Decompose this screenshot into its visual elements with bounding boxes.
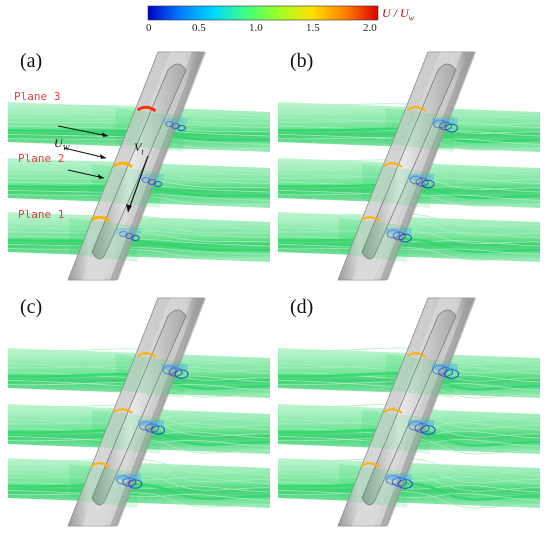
velocity-arrows [57, 125, 149, 213]
panel-label-d: (d) [290, 296, 314, 318]
plane-label-1: Plane 1 [18, 208, 65, 221]
train-slice-2 [362, 408, 436, 454]
wind-arrow-3 [67, 169, 105, 179]
wind-velocity-label: UW [54, 136, 70, 153]
colorbar-tick-0: 0 [146, 22, 152, 34]
train-slice-2 [92, 408, 166, 454]
colorbar-tick-3: 1.5 [306, 22, 320, 34]
train [361, 309, 457, 506]
train-slice-1 [339, 216, 412, 262]
train [361, 63, 457, 260]
train-arrow [127, 155, 149, 213]
wind-arrow-2 [63, 147, 107, 159]
colorbar-title: U / Uw [382, 6, 415, 23]
colorbar-tick-1: 0.5 [192, 22, 206, 34]
train [91, 309, 187, 506]
flow-plane-2 [7, 404, 271, 454]
flow-plane-1 [277, 457, 541, 509]
train-slice-1 [69, 215, 142, 262]
wind-arrow-1 [57, 125, 109, 137]
train-slice-3 [385, 352, 460, 398]
panel-d [277, 297, 541, 527]
colorbar-gradient [147, 5, 379, 21]
train-velocity-label: Vt [134, 140, 144, 157]
plane-label-2: Plane 2 [18, 152, 65, 165]
panel-label-a: (a) [20, 50, 43, 72]
colorbar-tick-4: 2.0 [363, 22, 377, 34]
colorbar [147, 5, 379, 21]
panel-a [7, 51, 271, 281]
colorbar-tick-2: 1.0 [249, 22, 263, 34]
train-slice-1 [339, 462, 413, 508]
panel-c [7, 297, 271, 527]
train-slice-3 [115, 105, 188, 152]
panel-label-b: (b) [290, 50, 314, 72]
panel-label-c: (c) [20, 296, 43, 318]
train-slice-2 [92, 161, 165, 208]
train-slice-3 [115, 352, 189, 398]
flow-plane-1 [7, 458, 271, 508]
plane-label-3: Plane 3 [14, 90, 61, 103]
panels [7, 51, 541, 527]
train-slice-1 [69, 462, 143, 508]
train-slice-3 [385, 106, 459, 152]
train [91, 63, 187, 260]
panel-b [277, 51, 541, 281]
train-slice-2 [362, 162, 435, 208]
flow-plane-1 [277, 212, 541, 262]
